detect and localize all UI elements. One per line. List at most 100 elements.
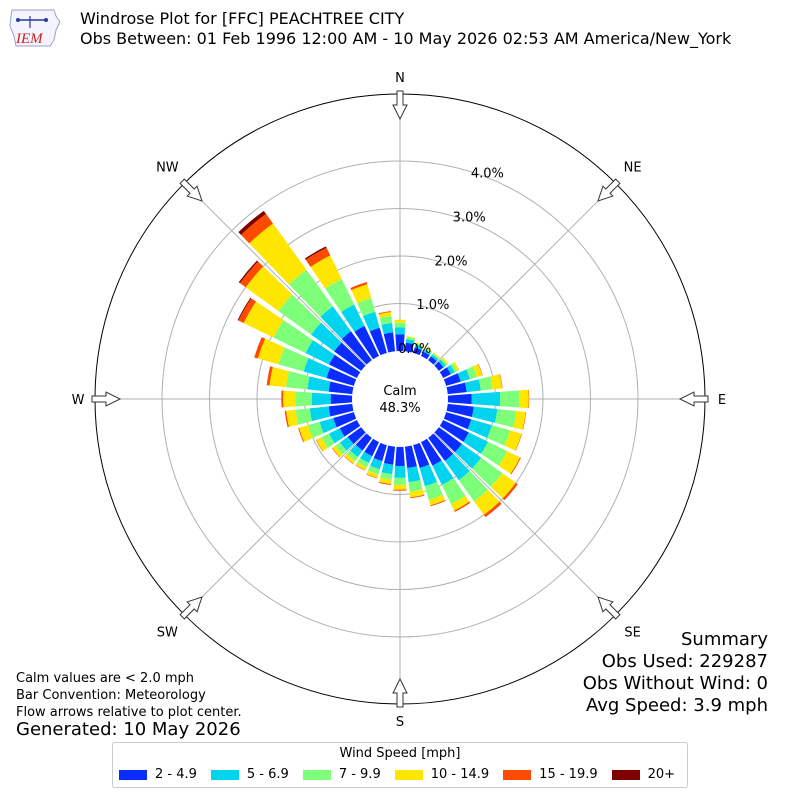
windrose-bar-segment xyxy=(404,342,414,353)
direction-label: S xyxy=(396,715,404,730)
legend-label: 15 - 19.9 xyxy=(539,767,598,782)
windrose-bar-segment xyxy=(355,461,367,471)
windrose-bar-segment xyxy=(471,457,503,487)
windrose-bar-segment xyxy=(303,358,331,379)
windrose-bar-segment xyxy=(278,294,322,335)
windrose-bar-segment xyxy=(339,419,361,437)
windrose-bar-segment xyxy=(490,473,516,499)
radial-tick-label: 3.0% xyxy=(453,210,486,225)
windrose-bar-segment xyxy=(415,343,424,348)
windrose-bar-segment xyxy=(360,451,373,464)
chart-subtitle: Obs Between: 01 Feb 1996 12:00 AM - 10 M… xyxy=(80,29,732,48)
windrose-bar-segment xyxy=(443,373,461,386)
windrose-bar-segment xyxy=(266,366,273,386)
windrose-bar-segment xyxy=(454,501,471,512)
windrose-bar-segment xyxy=(499,373,503,389)
windrose-bar-segment xyxy=(332,445,343,458)
windrose-bar-segment xyxy=(344,453,356,464)
windrose-bar-segment xyxy=(341,331,372,365)
windrose-bar-segment xyxy=(284,410,289,428)
windrose-bar-segment xyxy=(367,465,380,475)
windrose-bar-segment xyxy=(413,347,422,356)
windrose-bar-segment xyxy=(446,382,467,395)
windrose-bar-segment xyxy=(383,445,396,465)
windrose-bar-segment xyxy=(273,320,314,354)
windrose-bar-segment xyxy=(286,371,310,390)
windrose-bar-segment xyxy=(438,359,446,368)
windrose-bar-segment xyxy=(370,457,383,470)
windrose-bar-segment xyxy=(366,474,378,479)
windrose-bar-segment xyxy=(430,500,446,507)
windrose-bar-segment xyxy=(443,412,472,430)
windrose-bar-segment xyxy=(329,354,361,379)
windrose-bar-segment xyxy=(394,465,406,478)
direction-label: N xyxy=(395,71,405,86)
summary-avg-speed: Avg Speed: 3.9 mph xyxy=(586,695,768,716)
windrose-bar-segment xyxy=(355,433,372,451)
windrose-bar-segment xyxy=(355,464,366,471)
grid-spoke xyxy=(433,182,617,366)
windrose-bar-segment xyxy=(434,427,462,453)
windrose-bar-segment xyxy=(504,430,522,451)
windrose-bar-segment xyxy=(373,442,387,462)
windrose-bar-segment xyxy=(366,470,379,479)
windrose-bar-segment xyxy=(457,369,470,382)
grid-spoke xyxy=(183,432,367,616)
direction-label: W xyxy=(72,393,85,408)
windrose-bar-segment xyxy=(351,284,372,304)
windrose-bar-segment xyxy=(463,432,489,454)
windrose-bar-segment xyxy=(452,361,460,372)
windrose-bar-segment xyxy=(481,441,508,466)
windrose-bar-segment xyxy=(409,489,425,498)
windrose-bar-segment xyxy=(472,364,483,378)
windrose-bar-segment xyxy=(446,403,474,418)
compass-arrow xyxy=(678,391,709,407)
grid-spoke xyxy=(183,182,367,366)
windrose-bar-segment xyxy=(518,389,529,409)
windrose-bar-segment xyxy=(451,495,470,511)
compass-arrow xyxy=(179,178,203,202)
windrose-bar-segment xyxy=(249,223,307,285)
windrose-bar-segment xyxy=(237,297,252,321)
windrose-bar-segment xyxy=(288,269,333,317)
windrose-bar-segment xyxy=(430,354,439,362)
windrose-bar-segment xyxy=(464,379,481,393)
windrose-bar-segment xyxy=(433,352,441,359)
windrose-bar-segment xyxy=(410,494,425,499)
summary-obs-used: Obs Used: 229287 xyxy=(601,651,768,672)
windrose-bars xyxy=(237,210,530,518)
legend: Wind Speed [mph] 2 - 4.9 5 - 6.9 7 - 9.9 10… xyxy=(112,742,688,788)
windrose-bar-segment xyxy=(383,332,396,353)
windrose-bar-segment xyxy=(379,315,393,325)
windrose-bar-segment xyxy=(528,389,530,409)
compass-arrow xyxy=(179,596,203,620)
windrose-bar-segment xyxy=(326,367,357,386)
compass-arrow xyxy=(392,90,408,121)
windrose-bar-segment xyxy=(407,466,421,483)
radial-tick-label: 0.0% xyxy=(398,342,431,357)
windrose-bar-segment xyxy=(347,427,366,444)
windrose-bar-segment xyxy=(447,393,472,405)
legend-label: 5 - 6.9 xyxy=(246,767,289,782)
windrose-bar-segment xyxy=(238,260,259,284)
legend-label: 7 - 9.9 xyxy=(338,767,381,782)
legend-item: 7 - 9.9 xyxy=(302,767,381,782)
windrose-bar-segment xyxy=(238,298,257,324)
windrose-bar-segment xyxy=(404,445,417,469)
windrose-bar-segment xyxy=(257,338,285,365)
windrose-bar-segment xyxy=(378,481,392,486)
iem-logo: IEM xyxy=(9,9,61,47)
legend-label: 2 - 4.9 xyxy=(155,767,197,782)
windrose-bar-segment xyxy=(321,433,335,449)
windrose-bar-segment xyxy=(316,437,328,452)
windrose-bar-segment xyxy=(424,348,432,354)
windrose-bar-segment xyxy=(243,301,284,338)
windrose-bar-segment xyxy=(499,390,520,408)
direction-label: E xyxy=(718,393,726,408)
windrose-bar-segment xyxy=(298,427,305,443)
windrose-bar-segment xyxy=(502,482,518,501)
windrose-bar-segment xyxy=(381,322,394,335)
windrose-bar-segment xyxy=(305,340,335,365)
windrose-bar-segment xyxy=(498,451,521,474)
flow-note: Flow arrows relative to plot center. xyxy=(16,705,242,720)
